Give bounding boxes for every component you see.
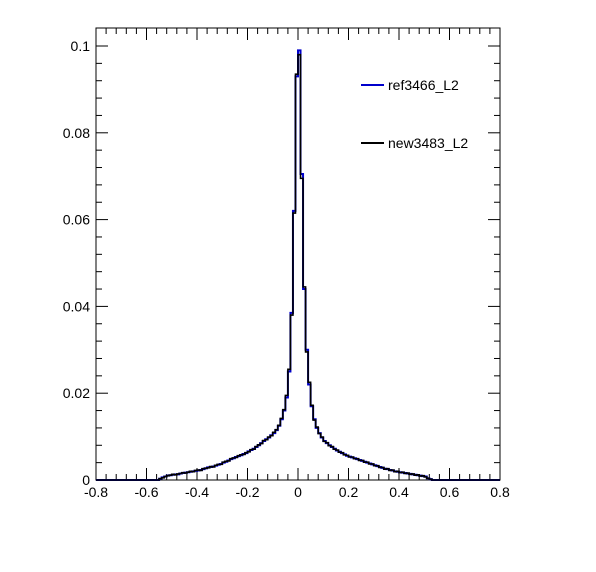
plot-frame <box>95 27 501 481</box>
x-tick-label: 0.8 <box>490 484 510 500</box>
y-tick-label: 0.06 <box>63 212 90 228</box>
x-axis-ticks: -0.8 -0.6 -0.4 -0.2 0 0.2 0.4 0.6 0.8 <box>84 28 510 500</box>
plot-border <box>95 27 501 481</box>
x-tick-label: -0.2 <box>235 484 259 500</box>
y-tick-label: 0.02 <box>63 385 90 401</box>
x-tick-label: 0.4 <box>389 484 409 500</box>
series-line <box>96 49 500 481</box>
x-tick-label: -0.4 <box>185 484 209 500</box>
series-line <box>96 53 500 481</box>
legend: ref3466_L2 new3483_L2 <box>361 77 468 151</box>
x-tick-label: 0 <box>294 484 302 500</box>
y-tick-label: 0.1 <box>71 38 91 54</box>
y-tick-label: 0.04 <box>63 298 90 314</box>
x-tick-label: -0.8 <box>84 484 108 500</box>
y-axis-ticks: 0 0.02 0.04 0.06 0.08 0.1 <box>63 38 500 488</box>
x-tick-label: 0.6 <box>440 484 460 500</box>
x-tick-label: 0.2 <box>339 484 359 500</box>
x-tick-label: -0.6 <box>134 484 158 500</box>
series-new3483_L2 <box>96 53 500 481</box>
series-ref3466_L2 <box>96 49 500 481</box>
legend-label: ref3466_L2 <box>388 77 459 93</box>
y-tick-label: 0 <box>82 472 90 488</box>
y-tick-label: 0.08 <box>63 125 90 141</box>
legend-label: new3483_L2 <box>388 135 468 151</box>
series-layer <box>96 49 500 481</box>
